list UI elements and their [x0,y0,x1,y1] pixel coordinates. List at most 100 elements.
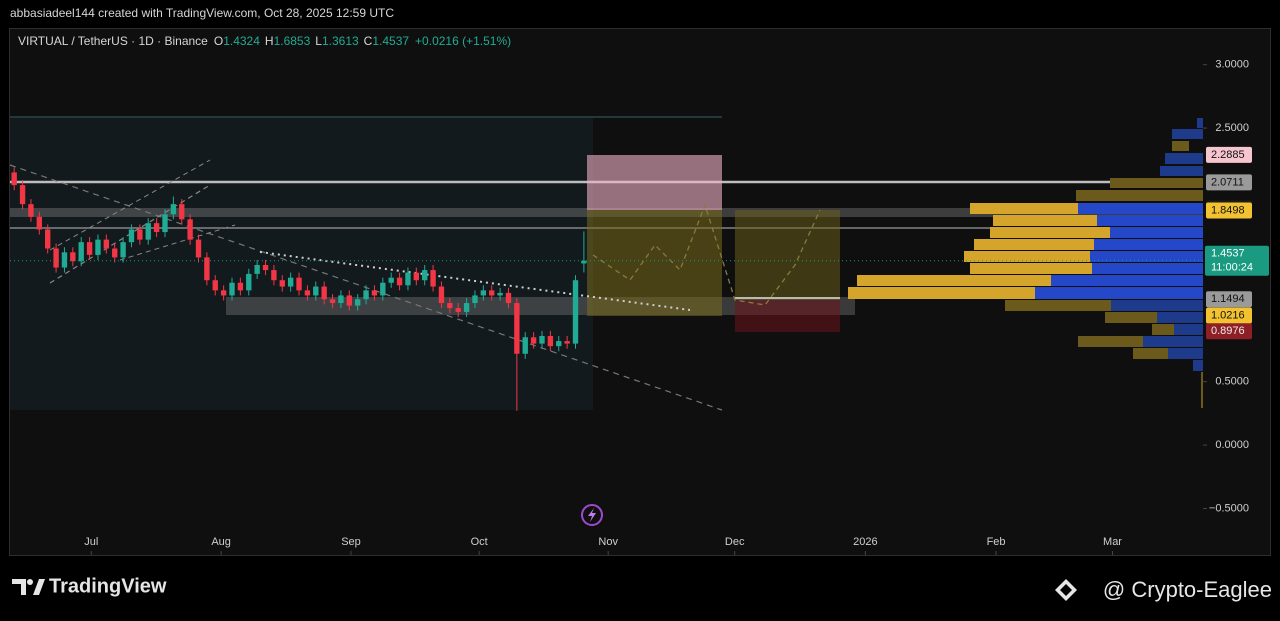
vp-bar [1111,300,1203,311]
vp-bar [1076,190,1203,201]
vp-bar [857,275,1051,286]
event-icon[interactable] [581,504,603,526]
last-price-label: 1.4537 [1211,248,1245,260]
candle-body [422,270,428,281]
candle-body [204,257,210,281]
projection [592,203,821,306]
candle-body [564,341,570,344]
candle-body [153,223,160,233]
candle-body [170,204,177,215]
tv-logo: TradingView [12,575,167,597]
candle-body [530,337,537,344]
candle-body [363,290,369,300]
price-tag-label: 1.8498 [1211,204,1245,216]
logo-mark [27,579,33,585]
candle-body [279,280,285,287]
candle-body [120,242,126,258]
candle-body [229,282,235,296]
vp-bar [1110,178,1203,188]
vp-bar [1201,372,1203,408]
candle-body [514,303,520,354]
symbol: VIRTUAL / TetherUS · 1D · Binance O1.4324… [18,34,511,48]
candle-body [472,295,478,304]
candle-body [547,336,554,347]
candle-body [195,239,202,258]
candle-body [112,248,118,258]
countdown: 11:00:24 [1211,262,1253,274]
candle-body [271,270,277,281]
vp-bar [1094,239,1203,250]
candle-body [413,272,420,281]
candle-body [581,260,587,264]
vp-bar [1090,251,1203,262]
ohlc-value: 1.6853 [274,34,311,48]
candle-body [103,239,110,249]
price-tag [1206,202,1252,219]
candle-body [254,264,260,274]
candle-body [438,286,445,304]
vp-bar [1172,129,1203,139]
price-tag [1206,146,1252,163]
vp-bar [1197,118,1203,128]
vp-bar [1051,275,1203,286]
candle-body [396,277,403,286]
price-tag-label: 0.8976 [1211,325,1245,337]
candle-body [187,219,193,240]
candle-body [497,292,503,296]
x-tick-label: Jul [84,536,98,548]
vp-bar [1172,141,1189,151]
y-tick-label: 2.5000 [1215,122,1249,134]
price-tag-label: 1.1494 [1211,293,1245,305]
candle-body [36,216,43,230]
author: @ Crypto-Eaglee [1103,577,1272,602]
symbol-name: VIRTUAL / TetherUS · 1D · Binance [18,34,208,48]
vp-bar [1110,227,1203,238]
candle-body [505,292,512,304]
stop-zone [735,300,840,332]
vp-bar [1174,324,1203,335]
credit: abbasiadeel144 created with TradingView.… [10,6,394,20]
price-tag [1206,307,1252,324]
ohlc-key: L [315,34,322,48]
candle-body [262,264,269,271]
candle-body [19,185,26,205]
x-tick-label: Nov [598,536,618,548]
candle-body [329,299,336,304]
vp-bar [1133,348,1168,359]
price-tag [1206,323,1252,340]
candle-body [61,252,68,268]
vp-bar [1078,336,1143,347]
x-tick-label: Oct [471,536,488,548]
candle-body [86,242,93,255]
vp-bar [1168,348,1203,359]
vp-bar [1105,312,1157,323]
candle-body [304,290,311,296]
vp-bar [970,263,1092,274]
vp-bar [990,227,1110,238]
logo-mark [12,579,26,595]
x-tick-label: 2026 [853,536,877,548]
x-tick-label: Aug [211,536,231,548]
target-zone [587,155,722,210]
price-tag-label: 1.0216 [1211,309,1245,321]
candle-body [179,204,185,220]
candle-body [380,282,386,296]
y-tick-label: 0.5000 [1215,376,1249,388]
last-price-tag [1205,245,1269,276]
binance-icon [1055,579,1077,601]
x-tick-label: Mar [1103,536,1122,548]
x-tick-label: Feb [987,536,1006,548]
vp-bar [1005,300,1111,311]
plot [10,167,1203,411]
vp-bar [974,239,1094,250]
vp-bar [1092,263,1203,274]
x-tick-label: Dec [725,536,745,548]
logo-mark [33,579,45,595]
candle-body [95,239,101,255]
vp-bar [964,251,1090,262]
candle-body [346,295,352,306]
candle-body [53,248,59,268]
vp-bar [1143,336,1203,347]
candle-body [237,282,244,291]
